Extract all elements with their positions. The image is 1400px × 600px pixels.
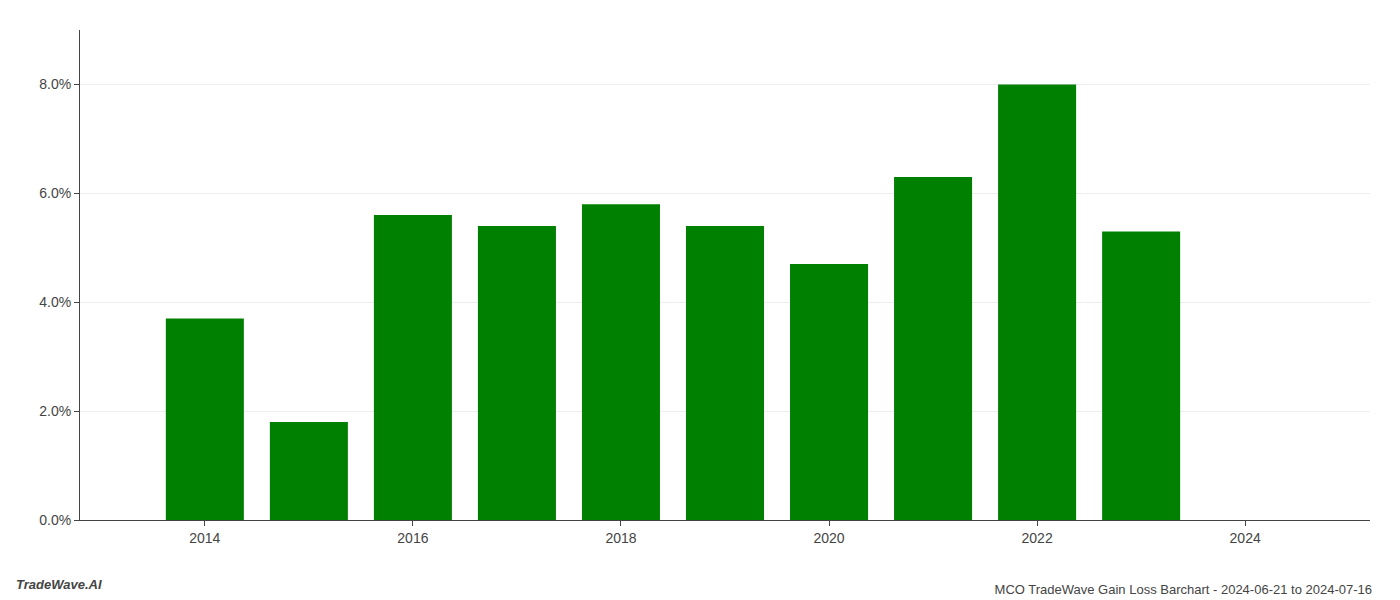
svg-text:4.0%: 4.0% — [39, 294, 71, 310]
svg-text:2020: 2020 — [813, 530, 844, 546]
svg-text:6.0%: 6.0% — [39, 185, 71, 201]
svg-text:2024: 2024 — [1230, 530, 1261, 546]
svg-text:2018: 2018 — [605, 530, 636, 546]
svg-text:MCO TradeWave Gain Loss Barcha: MCO TradeWave Gain Loss Barchart - 2024-… — [995, 582, 1372, 597]
svg-text:2016: 2016 — [397, 530, 428, 546]
svg-text:2014: 2014 — [189, 530, 220, 546]
svg-text:8.0%: 8.0% — [39, 76, 71, 92]
svg-text:2.0%: 2.0% — [39, 403, 71, 419]
svg-text:2022: 2022 — [1022, 530, 1053, 546]
svg-text:TradeWave.AI: TradeWave.AI — [16, 577, 102, 592]
svg-text:0.0%: 0.0% — [39, 512, 71, 528]
